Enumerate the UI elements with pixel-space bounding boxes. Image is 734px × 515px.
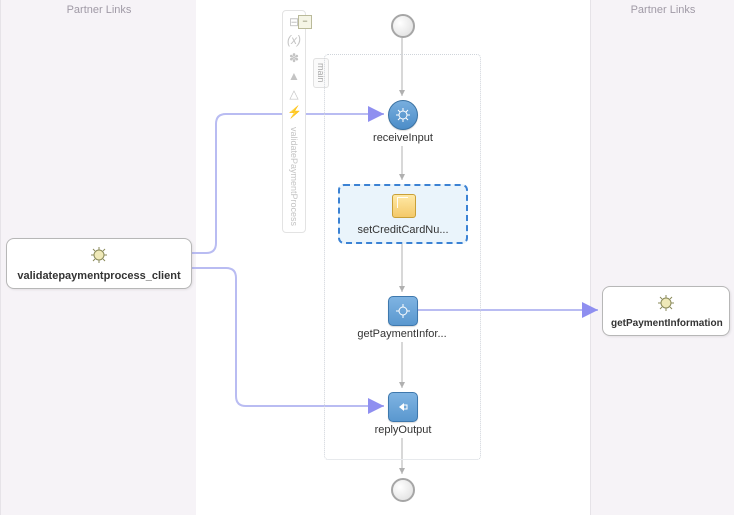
end-terminator — [391, 478, 415, 502]
receive-input-activity[interactable] — [388, 100, 418, 130]
tool-partnerlinks-icon[interactable]: ✽ — [287, 51, 301, 65]
tool-event-icon[interactable]: △ — [287, 87, 301, 101]
bpel-canvas: Partner Links Partner Links — [0, 0, 734, 515]
client-partner-label: validatepaymentprocess_client — [15, 270, 183, 282]
gear-icon — [396, 108, 410, 122]
reply-output-activity[interactable] — [388, 392, 418, 422]
payment-partner-link[interactable]: getPaymentInformation — [602, 286, 730, 336]
gear-icon — [15, 247, 183, 268]
right-panel-title: Partner Links — [591, 4, 734, 16]
right-partner-panel: Partner Links — [590, 0, 734, 515]
tool-fault-icon[interactable]: ▲ — [287, 69, 301, 83]
gear-icon — [611, 295, 721, 316]
gear-icon — [396, 304, 410, 318]
left-panel-title: Partner Links — [1, 4, 197, 16]
get-payment-activity[interactable] — [388, 296, 418, 326]
toolbar-process-label: validatePaymentProcess — [289, 127, 299, 226]
reply-icon — [396, 400, 410, 414]
reply-output-label: replyOutput — [364, 424, 442, 436]
lane-collapse-button[interactable]: − — [298, 15, 312, 29]
receive-input-label: receiveInput — [360, 132, 446, 144]
assign-icon — [392, 194, 416, 218]
get-payment-label: getPaymentInfor... — [352, 328, 452, 340]
process-toolbar[interactable]: ⊟ (x) ✽ ▲ △ ⚡ validatePaymentProcess — [282, 10, 306, 233]
set-creditcard-label: setCreditCardNu... — [344, 224, 462, 236]
tool-compensate-icon[interactable]: ⚡ — [287, 105, 301, 119]
tool-variables-icon[interactable]: (x) — [287, 33, 301, 47]
client-partner-link[interactable]: validatepaymentprocess_client — [6, 238, 192, 289]
set-creditcard-activity[interactable]: setCreditCardNu... — [338, 184, 468, 244]
payment-partner-label: getPaymentInformation — [611, 318, 721, 329]
start-terminator — [391, 14, 415, 38]
